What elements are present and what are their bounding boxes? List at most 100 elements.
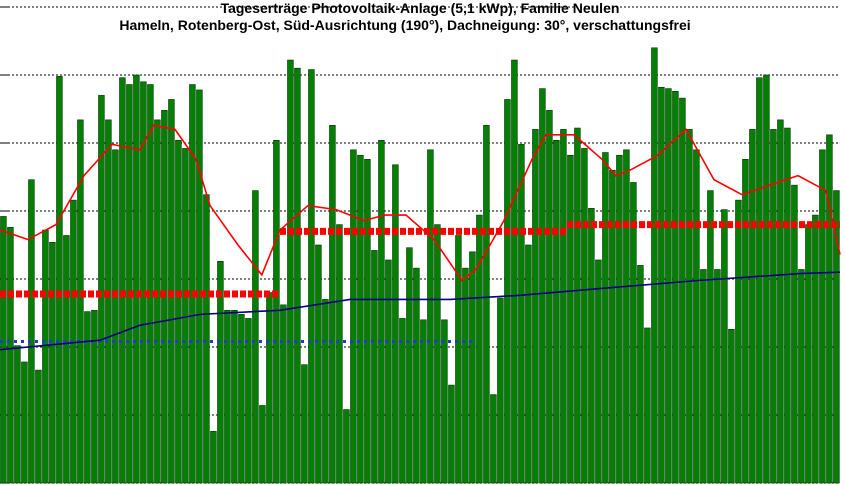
bar [700,269,707,484]
bar [567,154,574,484]
bar [672,91,679,484]
bar [175,139,182,484]
bar [399,318,406,484]
bar [21,361,28,484]
bar [56,76,63,484]
bar [826,134,833,484]
bar [147,84,154,484]
plot-area [0,6,841,484]
bar [812,214,819,484]
bar [637,265,644,484]
bar [63,235,70,484]
bar [805,224,812,484]
bar [665,88,672,484]
bar [749,129,756,484]
bar [245,318,252,484]
bar [707,190,714,484]
bar [7,227,14,484]
bar [427,149,434,484]
bar [287,59,294,484]
bar [315,244,322,484]
bar [140,81,147,484]
line [0,124,841,282]
chart-title: Tageserträge Photovoltaik-Anlage (5,1 kW… [221,0,620,16]
bar [105,119,112,484]
bar [483,125,490,484]
bar [728,329,735,484]
bar [581,148,588,484]
line [0,271,841,351]
bar [420,319,427,484]
bar [133,74,140,484]
bar [364,159,371,484]
bar [490,394,497,484]
bar [266,292,273,484]
bar [791,184,798,484]
bar [462,267,469,484]
bar [434,224,441,484]
bar [14,345,21,484]
bar [742,159,749,484]
bar [679,97,686,484]
bar [273,139,280,484]
bar [441,319,448,484]
bar [385,259,392,484]
bar [35,369,42,484]
bar [322,299,329,484]
bar [595,259,602,484]
bar [182,148,189,484]
bar [693,149,700,484]
bar [77,119,84,484]
bar [91,309,98,484]
bar [630,182,637,484]
bar [609,169,616,484]
bar [343,409,350,484]
bar [203,194,210,484]
bar [224,309,231,484]
bar [252,190,259,484]
bar [651,47,658,484]
bar [784,127,791,484]
bar [350,149,357,484]
bar [42,229,49,484]
bar [623,149,630,484]
bar [763,74,770,484]
bar [413,267,420,484]
bar [378,139,385,484]
bar [525,244,532,484]
bar [819,149,826,484]
bar [476,214,483,484]
bar [336,224,343,484]
bar [798,269,805,484]
bar [112,149,119,484]
bar [238,314,245,484]
bar [357,154,364,484]
bar [714,269,721,484]
bar [49,241,56,484]
bar [455,235,462,484]
bar [189,84,196,484]
chart-subtitle: Hameln, Rotenberg-Ost, Süd-Ausrichtung (… [119,17,690,33]
bar [770,129,777,484]
bar [504,99,511,484]
bar [721,209,728,484]
bar [126,84,133,484]
bar [231,309,238,484]
bar [588,207,595,484]
bar [371,250,378,484]
bar [392,164,399,484]
bar [658,86,665,484]
bar [602,152,609,484]
bar [294,67,301,484]
bar [777,119,784,484]
bar [308,69,315,484]
bar [448,384,455,484]
bar [469,251,476,484]
bar [84,311,91,484]
bar [406,247,413,484]
bar [644,327,651,484]
bar [497,297,504,484]
bar [511,59,518,484]
bar [329,125,336,484]
